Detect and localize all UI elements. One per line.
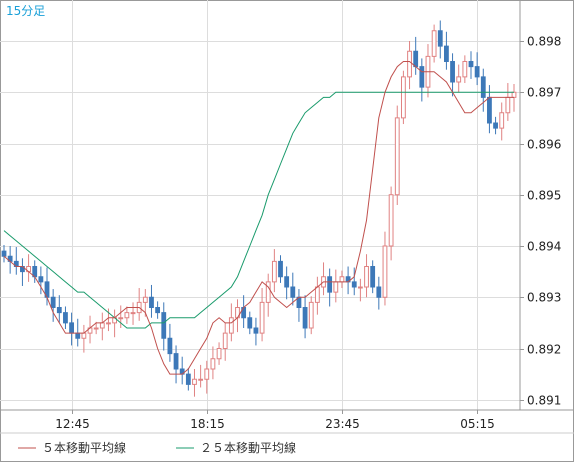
candle-down [450, 61, 455, 83]
candle-down [247, 317, 253, 329]
candle-down [327, 276, 333, 293]
candle-down [474, 66, 480, 78]
candle-up [118, 317, 124, 320]
candle-up [259, 301, 265, 334]
candle-up [499, 112, 505, 129]
candle-down [1, 250, 7, 257]
candle-up [81, 332, 87, 339]
candle-up [456, 76, 462, 83]
candle-up [198, 378, 204, 381]
candle-up [388, 194, 394, 247]
candle-up [400, 76, 406, 119]
candle-up [462, 61, 468, 78]
y-tick-label: 0.892 [527, 343, 561, 357]
candle-up [339, 276, 345, 283]
time-axis: 12:45 18:15 23:45 05:15 [55, 410, 495, 431]
candle-up [308, 301, 314, 329]
candle-down [376, 286, 382, 298]
y-tick-label: 0.896 [527, 138, 561, 152]
candle-down [444, 45, 449, 62]
candle-down [75, 332, 81, 339]
candle-up [511, 91, 517, 98]
candle-down [278, 260, 283, 278]
candle-layer [1, 20, 517, 397]
candle-down [149, 296, 154, 308]
ma5-line [3, 61, 514, 375]
candle-up [271, 260, 277, 283]
candle-down [437, 30, 443, 47]
candle-down [290, 286, 296, 298]
candle-up [124, 312, 130, 319]
candle-up [93, 327, 99, 330]
candle-down [155, 307, 161, 314]
candle-down [167, 337, 173, 355]
candle-up [394, 117, 400, 196]
x-tick-label: 05:15 [460, 417, 495, 431]
candle-up [431, 30, 437, 57]
y-tick-label: 0.891 [527, 394, 561, 408]
legend: ５本移動平均線 ２５本移動平均線 [18, 440, 296, 455]
moving-average-layer [3, 61, 514, 375]
candle-down [50, 296, 56, 308]
x-tick-label: 18:15 [190, 417, 225, 431]
candle-down [370, 266, 376, 288]
candle-up [210, 358, 216, 370]
legend-label-ma25: ２５本移動平均線 [200, 440, 296, 455]
candle-down [185, 373, 191, 385]
candle-up [106, 322, 111, 325]
legend-label-ma5: ５本移動平均線 [42, 440, 126, 455]
price-axis: 0.898 0.897 0.896 0.895 0.894 0.893 0.892 0.891 [520, 35, 561, 408]
candle-down [351, 281, 357, 288]
candle-up [204, 368, 210, 380]
candle-up [99, 322, 105, 329]
x-tick-label: 12:45 [55, 417, 90, 431]
y-tick-label: 0.897 [527, 86, 561, 100]
candle-down [419, 66, 425, 88]
candle-up [505, 96, 511, 114]
candle-down [253, 327, 259, 334]
candle-down [480, 76, 486, 98]
candle-down [63, 312, 68, 324]
candle-down [487, 96, 492, 124]
candle-up [407, 50, 412, 78]
y-tick-label: 0.893 [527, 291, 561, 305]
candle-down [302, 307, 308, 329]
candle-down [468, 61, 474, 68]
candle-down [161, 312, 167, 339]
candle-down [56, 307, 62, 314]
candle-down [38, 276, 44, 283]
candle-up [364, 266, 369, 288]
period-label[interactable]: 15分足 [6, 4, 45, 18]
candle-down [173, 353, 179, 370]
candle-down [493, 122, 498, 129]
candle-up [142, 296, 148, 303]
candle-up [333, 281, 339, 293]
candle-up [130, 312, 136, 315]
candle-up [357, 286, 363, 289]
candle-up [228, 317, 234, 334]
candle-down [284, 276, 290, 288]
ma25-line [3, 91, 514, 329]
y-tick-label: 0.895 [527, 189, 561, 203]
candle-down [413, 50, 419, 68]
y-tick-label: 0.894 [527, 240, 561, 254]
y-tick-label: 0.898 [527, 35, 561, 49]
candle-up [222, 332, 228, 349]
candle-up [216, 348, 222, 360]
candle-down [69, 322, 74, 334]
x-tick-label: 23:45 [325, 417, 360, 431]
candle-up [382, 245, 388, 298]
candle-up [265, 281, 271, 303]
candle-up [314, 286, 320, 303]
candle-up [192, 378, 197, 385]
